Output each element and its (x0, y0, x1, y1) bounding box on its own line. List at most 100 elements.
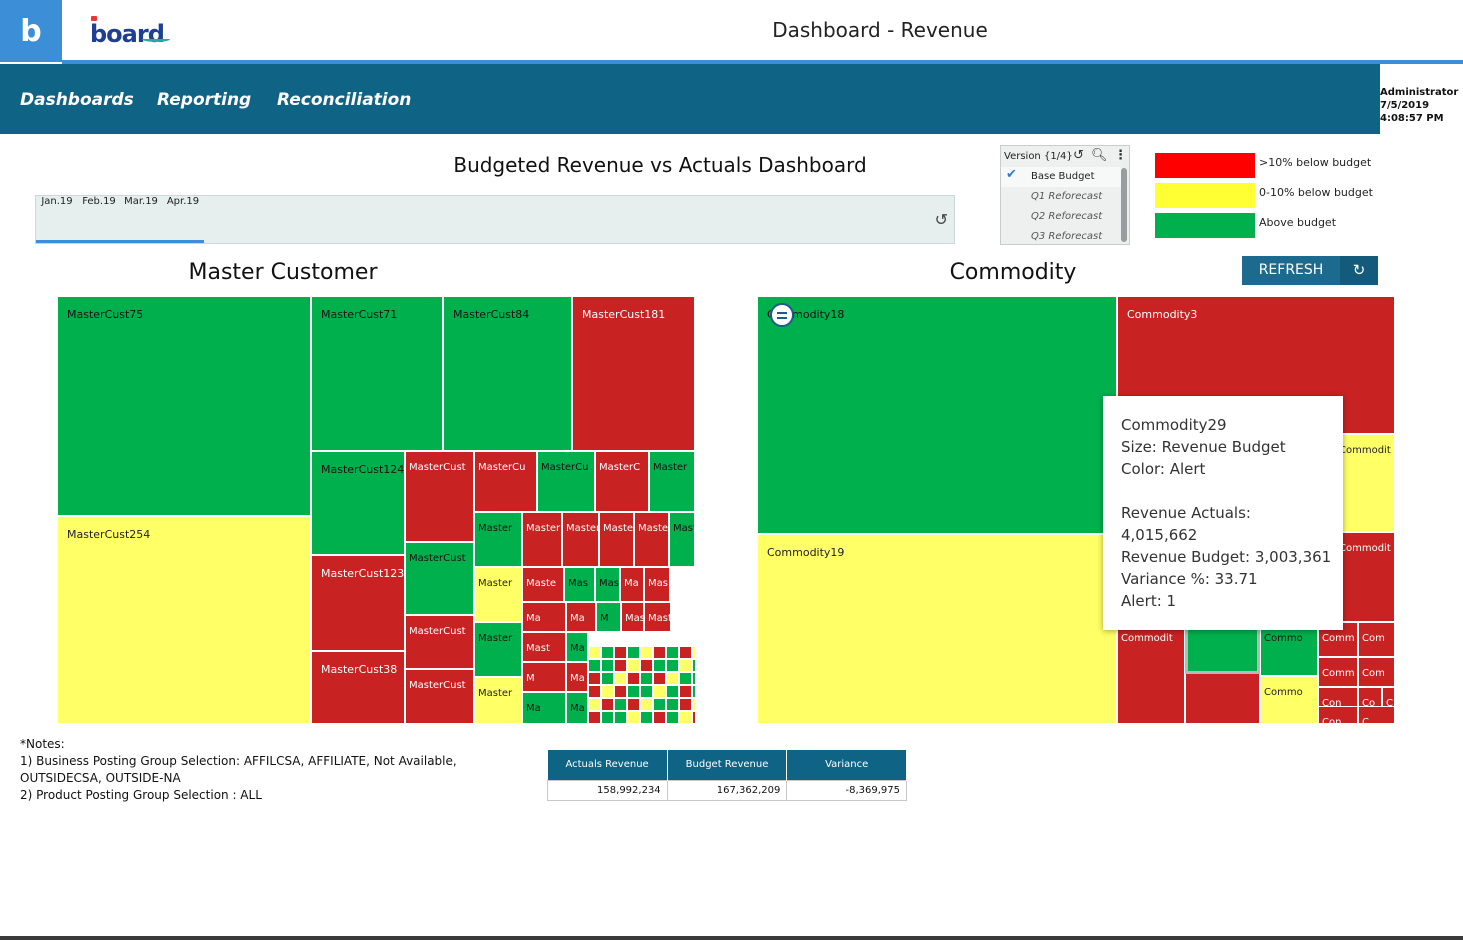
treemap-tile[interactable]: M (522, 662, 566, 692)
treemap-tile-small[interactable] (692, 685, 695, 698)
treemap-tile-small[interactable] (614, 685, 627, 698)
treemap-tile-small[interactable] (679, 698, 692, 711)
treemap-tile[interactable]: MasterCu (474, 451, 537, 512)
treemap-tile-small[interactable] (601, 659, 614, 672)
treemap-tile[interactable]: Master (474, 677, 522, 724)
treemap-tile[interactable]: Commo (1260, 676, 1318, 724)
treemap-tile[interactable]: Ma (566, 602, 596, 632)
version-option-q2[interactable]: Q2 Reforecast (1031, 211, 1103, 222)
treemap-tile-small[interactable] (588, 672, 601, 685)
treemap-tile-small[interactable] (653, 646, 666, 659)
more-icon[interactable]: ⋮ (1114, 148, 1127, 163)
treemap-tile-small[interactable] (601, 711, 614, 724)
treemap-tile-small[interactable] (627, 698, 640, 711)
treemap-tile-small[interactable] (666, 659, 679, 672)
treemap-tile-small[interactable] (666, 711, 679, 724)
treemap-tile[interactable]: Com (1358, 622, 1395, 657)
treemap-tile-small[interactable] (588, 659, 601, 672)
treemap-tile-small[interactable] (679, 685, 692, 698)
treemap-tile[interactable]: MasterCust (405, 615, 474, 669)
treemap-tile[interactable]: Maste (634, 512, 669, 567)
treemap-tile[interactable]: MasterC (595, 451, 649, 512)
treemap-tile-small[interactable] (679, 711, 692, 724)
treemap-tile[interactable]: Mast (522, 632, 566, 662)
treemap-tile[interactable]: Maste (599, 512, 634, 567)
treemap-tile-small[interactable] (640, 672, 653, 685)
nav-item-reconciliation[interactable]: Reconciliation (277, 90, 412, 110)
treemap-tile-small[interactable] (588, 646, 601, 659)
treemap-tile[interactable]: Con (1318, 706, 1358, 724)
treemap-tile-small[interactable] (601, 646, 614, 659)
treemap-tile[interactable]: MasterCust (405, 451, 474, 542)
month-tab-mar[interactable]: Mar.19 (120, 196, 162, 243)
treemap-tile[interactable]: Mas (644, 567, 670, 602)
treemap-tile-small[interactable] (692, 672, 695, 685)
treemap-tile[interactable]: MasterCust71 (311, 296, 443, 451)
treemap-tile[interactable]: MasterCust181 (572, 296, 695, 451)
treemap-tile[interactable]: Comm (1318, 657, 1358, 687)
nav-item-dashboards[interactable]: Dashboards (20, 90, 134, 110)
treemap-tile[interactable]: Mast (644, 602, 671, 632)
treemap-tile-small[interactable] (640, 659, 653, 672)
treemap-tile-small[interactable] (614, 659, 627, 672)
treemap-tile[interactable]: MasterCu (537, 451, 595, 512)
treemap-tile[interactable]: Master (522, 512, 562, 567)
treemap-tile-small[interactable] (653, 659, 666, 672)
treemap-tile[interactable]: Master (649, 451, 695, 512)
treemap-tile-small[interactable] (614, 672, 627, 685)
month-tab-apr[interactable]: Apr.19 (162, 196, 204, 243)
treemap-tile[interactable]: Commodity18 (757, 296, 1117, 534)
search-icon[interactable]: 🔍︎ (1091, 148, 1108, 163)
treemap-tile[interactable]: Com (1358, 657, 1395, 687)
version-option-q1[interactable]: Q1 Reforecast (1031, 191, 1103, 202)
month-tab-feb[interactable]: Feb.19 (78, 196, 120, 243)
treemap-tile-small[interactable] (666, 646, 679, 659)
treemap-tile-small[interactable] (614, 711, 627, 724)
drag-handle-icon[interactable] (770, 303, 794, 327)
treemap-tile-small[interactable] (666, 685, 679, 698)
treemap-tile[interactable]: MasterCust (405, 542, 474, 615)
treemap-tile[interactable]: Master (562, 512, 599, 567)
treemap-tile[interactable]: Ma (566, 632, 588, 662)
treemap-tile-small[interactable] (601, 698, 614, 711)
treemap-tile-small[interactable] (614, 646, 627, 659)
treemap-tile-small[interactable] (614, 698, 627, 711)
treemap-tile-small[interactable] (679, 672, 692, 685)
treemap-tile[interactable]: MasterCust123 (311, 555, 405, 651)
treemap-tile[interactable]: Ma (522, 692, 566, 724)
scrollbar[interactable] (1121, 168, 1127, 242)
version-option-base-budget[interactable]: ✔ Base Budget (1001, 167, 1121, 187)
reset-icon[interactable]: ↺ (934, 210, 948, 229)
treemap-tile-small[interactable] (627, 672, 640, 685)
treemap-tile[interactable]: Commodit (1335, 532, 1395, 622)
treemap-tile[interactable]: Maste (522, 567, 564, 602)
treemap-tile-small[interactable] (601, 672, 614, 685)
treemap-tile[interactable]: Commodity19 (757, 534, 1117, 724)
treemap-tile-small[interactable] (627, 646, 640, 659)
treemap-tile[interactable]: Master (474, 622, 522, 677)
treemap-tile-small[interactable] (627, 685, 640, 698)
refresh-button[interactable]: REFRESH ↻ (1242, 256, 1378, 285)
month-tab-jan[interactable]: Jan.19 (36, 196, 78, 243)
treemap-tile[interactable]: Ma (566, 692, 588, 724)
treemap-tile-small[interactable] (653, 672, 666, 685)
app-logo-icon[interactable]: b (0, 0, 62, 62)
treemap-tile-small[interactable] (679, 646, 692, 659)
treemap-tile-small[interactable] (601, 685, 614, 698)
treemap-tile-small[interactable] (692, 698, 695, 711)
treemap-tile-small[interactable] (679, 659, 692, 672)
treemap-tile-small[interactable] (653, 711, 666, 724)
treemap-tile-small[interactable] (640, 685, 653, 698)
treemap-tile-small[interactable] (588, 711, 601, 724)
treemap-tile[interactable]: Ma (522, 602, 566, 632)
treemap-tile-small[interactable] (692, 711, 695, 724)
treemap-tile-small[interactable] (640, 711, 653, 724)
treemap-tile-small[interactable] (627, 711, 640, 724)
treemap-tile[interactable]: MasterCust254 (57, 516, 311, 724)
treemap-tile[interactable]: MasterCust84 (443, 296, 572, 451)
treemap-tile-small[interactable] (627, 659, 640, 672)
version-option-q3[interactable]: Q3 Reforecast (1031, 231, 1103, 242)
treemap-tile[interactable]: Mas (595, 567, 620, 602)
treemap-tile[interactable]: Ma (566, 662, 588, 692)
treemap-tile[interactable]: Master (474, 567, 522, 622)
